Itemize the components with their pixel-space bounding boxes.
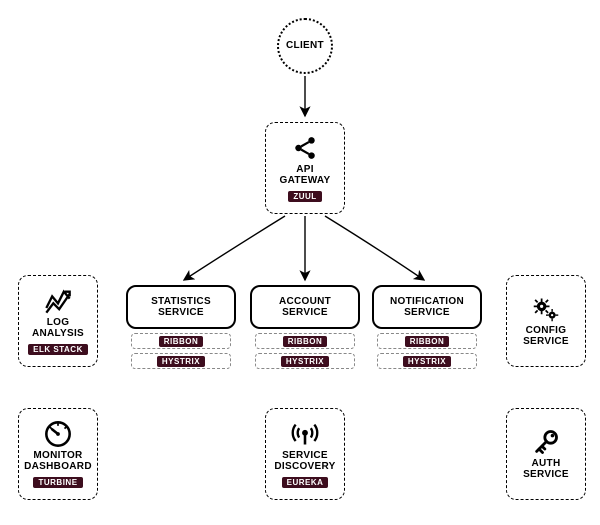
- monitor-dashboard-node: MONITOR DASHBOARD TURBINE: [18, 408, 98, 500]
- zuul-tag: ZUUL: [288, 191, 321, 202]
- api-gateway-label-2: GATEWAY: [280, 175, 331, 187]
- statistics-ribbon-box: RIBBON: [131, 333, 231, 349]
- statistics-hystrix-box: HYSTRIX: [131, 353, 231, 369]
- account-ribbon-tag: RIBBON: [283, 336, 328, 347]
- eureka-tag: EUREKA: [282, 477, 329, 488]
- share-icon: [291, 134, 319, 162]
- config-service-label-1: CONFIG: [526, 325, 567, 337]
- broadcast-icon: [291, 420, 319, 448]
- notification-hystrix-box: HYSTRIX: [377, 353, 477, 369]
- account-hystrix-box: HYSTRIX: [255, 353, 355, 369]
- diagram-stage: CLIENT API GATEWAY ZUUL LOG ANALYSIS: [0, 0, 600, 525]
- notification-service-node: NOTIFICATION SERVICE: [372, 285, 482, 329]
- client-label: CLIENT: [286, 40, 324, 52]
- notification-ribbon-tag: RIBBON: [405, 336, 450, 347]
- config-service-node: CONFIG SERVICE: [506, 275, 586, 367]
- statistics-ribbon-tag: RIBBON: [159, 336, 204, 347]
- client-node: CLIENT: [277, 18, 333, 74]
- gears-icon: [532, 295, 560, 323]
- api-gateway-node: API GATEWAY ZUUL: [265, 122, 345, 214]
- monitor-dashboard-label-1: MONITOR: [33, 450, 82, 462]
- statistics-service-label-1: STATISTICS: [151, 296, 211, 308]
- api-gateway-label-1: API: [296, 164, 314, 176]
- log-analysis-label-2: ANALYSIS: [32, 328, 84, 340]
- notification-service-label-1: NOTIFICATION: [390, 296, 464, 308]
- account-service-label-1: ACCOUNT: [279, 296, 331, 308]
- notification-hystrix-tag: HYSTRIX: [403, 356, 451, 367]
- auth-service-label-2: SERVICE: [523, 469, 569, 481]
- statistics-service-label-2: SERVICE: [158, 307, 204, 319]
- service-discovery-node: SERVICE DISCOVERY EUREKA: [265, 408, 345, 500]
- key-icon: [532, 428, 560, 456]
- monitor-dashboard-label-2: DASHBOARD: [24, 461, 92, 473]
- config-service-label-2: SERVICE: [523, 336, 569, 348]
- statistics-service-node: STATISTICS SERVICE: [126, 285, 236, 329]
- elk-stack-tag: ELK STACK: [28, 344, 88, 355]
- analytics-icon: [44, 287, 72, 315]
- notification-service-label-2: SERVICE: [404, 307, 450, 319]
- service-discovery-label-2: DISCOVERY: [274, 461, 335, 473]
- statistics-hystrix-tag: HYSTRIX: [157, 356, 205, 367]
- turbine-tag: TURBINE: [33, 477, 82, 488]
- edge-gateway-notify: [325, 216, 424, 280]
- account-hystrix-tag: HYSTRIX: [281, 356, 329, 367]
- service-discovery-label-1: SERVICE: [282, 450, 328, 462]
- auth-service-label-1: AUTH: [532, 458, 561, 470]
- log-analysis-label-1: LOG: [47, 317, 70, 329]
- account-ribbon-box: RIBBON: [255, 333, 355, 349]
- gauge-icon: [44, 420, 72, 448]
- edge-gateway-stats: [184, 216, 285, 280]
- account-service-node: ACCOUNT SERVICE: [250, 285, 360, 329]
- notification-ribbon-box: RIBBON: [377, 333, 477, 349]
- account-service-label-2: SERVICE: [282, 307, 328, 319]
- log-analysis-node: LOG ANALYSIS ELK STACK: [18, 275, 98, 367]
- auth-service-node: AUTH SERVICE: [506, 408, 586, 500]
